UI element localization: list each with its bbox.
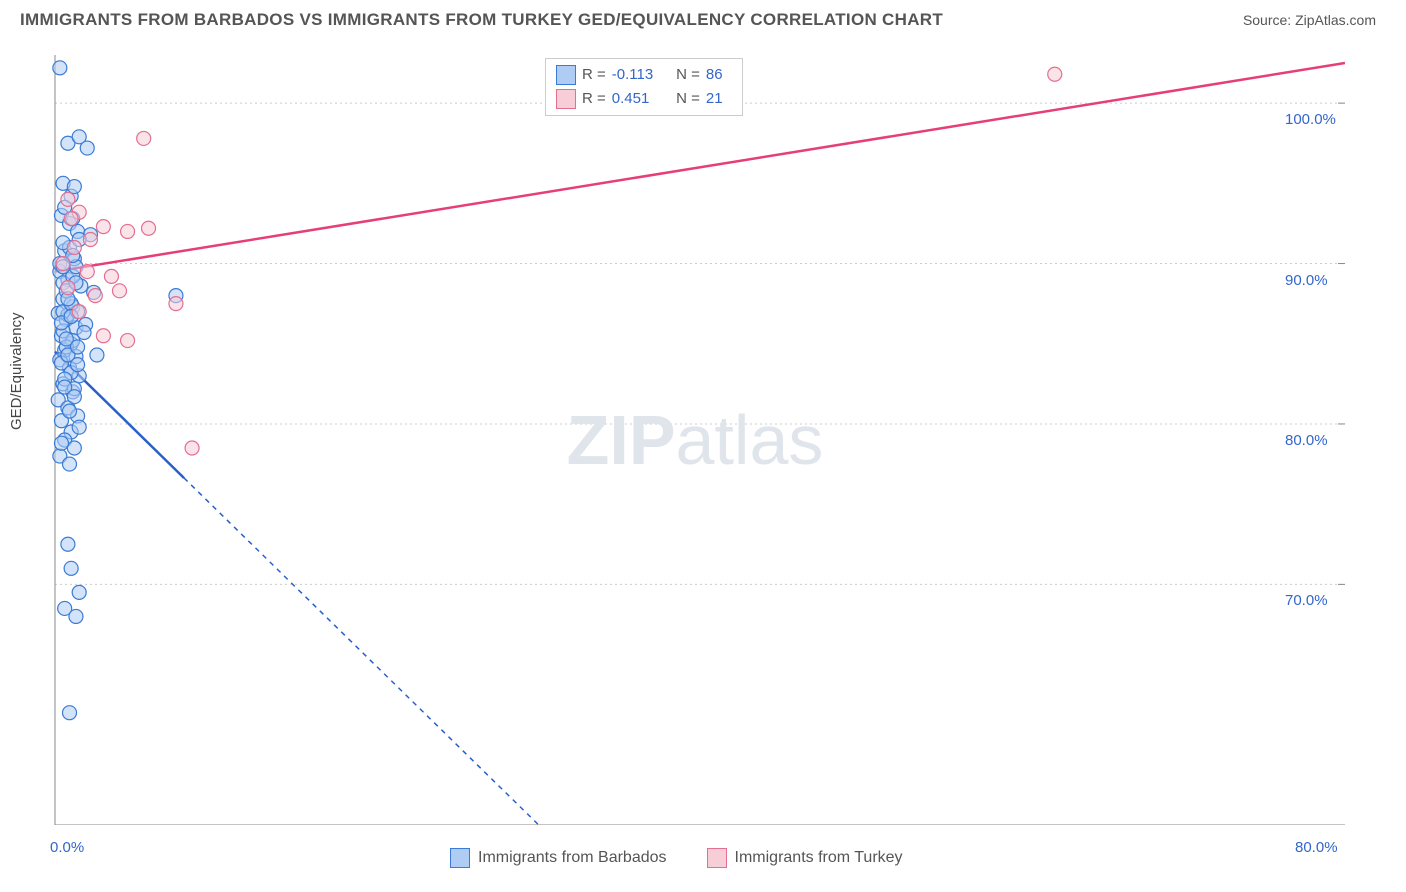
legend-swatch <box>556 65 576 85</box>
chart-svg <box>45 55 1345 825</box>
y-axis-label: GED/Equivalency <box>8 312 25 430</box>
stat-r-label: R = <box>582 87 606 111</box>
bottom-legend-item: Immigrants from Turkey <box>707 848 903 868</box>
stat-legend-row: R = 0.451 N = 21 <box>556 87 730 111</box>
stat-legend: R = -0.113 N = 86R = 0.451 N = 21 <box>545 58 743 116</box>
stat-legend-row: R = -0.113 N = 86 <box>556 63 730 87</box>
stat-n-value: 86 <box>706 63 730 87</box>
chart-title: IMMIGRANTS FROM BARBADOS VS IMMIGRANTS F… <box>20 10 943 30</box>
y-tick-label: 90.0% <box>1285 272 1328 289</box>
chart-source: Source: ZipAtlas.com <box>1243 12 1376 28</box>
y-tick-label: 80.0% <box>1285 432 1328 449</box>
bottom-legend-item: Immigrants from Barbados <box>450 848 667 868</box>
y-tick-label: 100.0% <box>1285 111 1336 128</box>
x-axis-max-label: 80.0% <box>1295 839 1338 856</box>
stat-r-value: 0.451 <box>612 87 662 111</box>
y-tick-label: 70.0% <box>1285 592 1328 609</box>
stat-n-label: N = <box>668 87 700 111</box>
x-axis-min-label: 0.0% <box>50 839 84 856</box>
chart-area: ZIPatlas 70.0%80.0%90.0%100.0%0.0%80.0% <box>45 55 1345 825</box>
stat-r-value: -0.113 <box>612 63 662 87</box>
legend-swatch <box>556 89 576 109</box>
legend-swatch <box>707 848 727 868</box>
chart-header: IMMIGRANTS FROM BARBADOS VS IMMIGRANTS F… <box>0 0 1406 36</box>
bottom-legend: Immigrants from Barbados Immigrants from … <box>450 848 903 868</box>
legend-series-name: Immigrants from Turkey <box>735 849 903 867</box>
stat-n-value: 21 <box>706 87 730 111</box>
stat-n-label: N = <box>668 63 700 87</box>
stat-r-label: R = <box>582 63 606 87</box>
legend-swatch <box>450 848 470 868</box>
legend-series-name: Immigrants from Barbados <box>478 849 667 867</box>
